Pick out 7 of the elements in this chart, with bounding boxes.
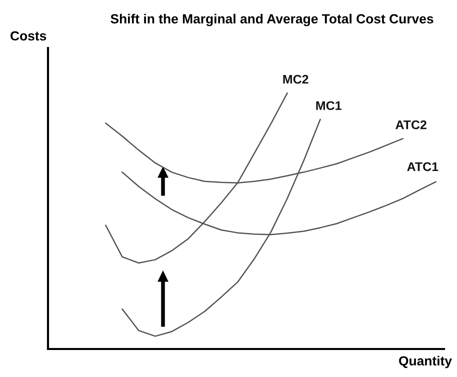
series-label: MC2 [283,74,308,84]
series-label: ATC1 [407,162,438,172]
y-axis-title: Costs [10,31,46,41]
x-axis-title: Quantity [399,356,452,368]
chart-title: Shift in the Marginal and Average Total Cost Curves [110,14,434,26]
series-label: MC1 [316,101,342,110]
series-label: ATC2 [396,120,426,130]
